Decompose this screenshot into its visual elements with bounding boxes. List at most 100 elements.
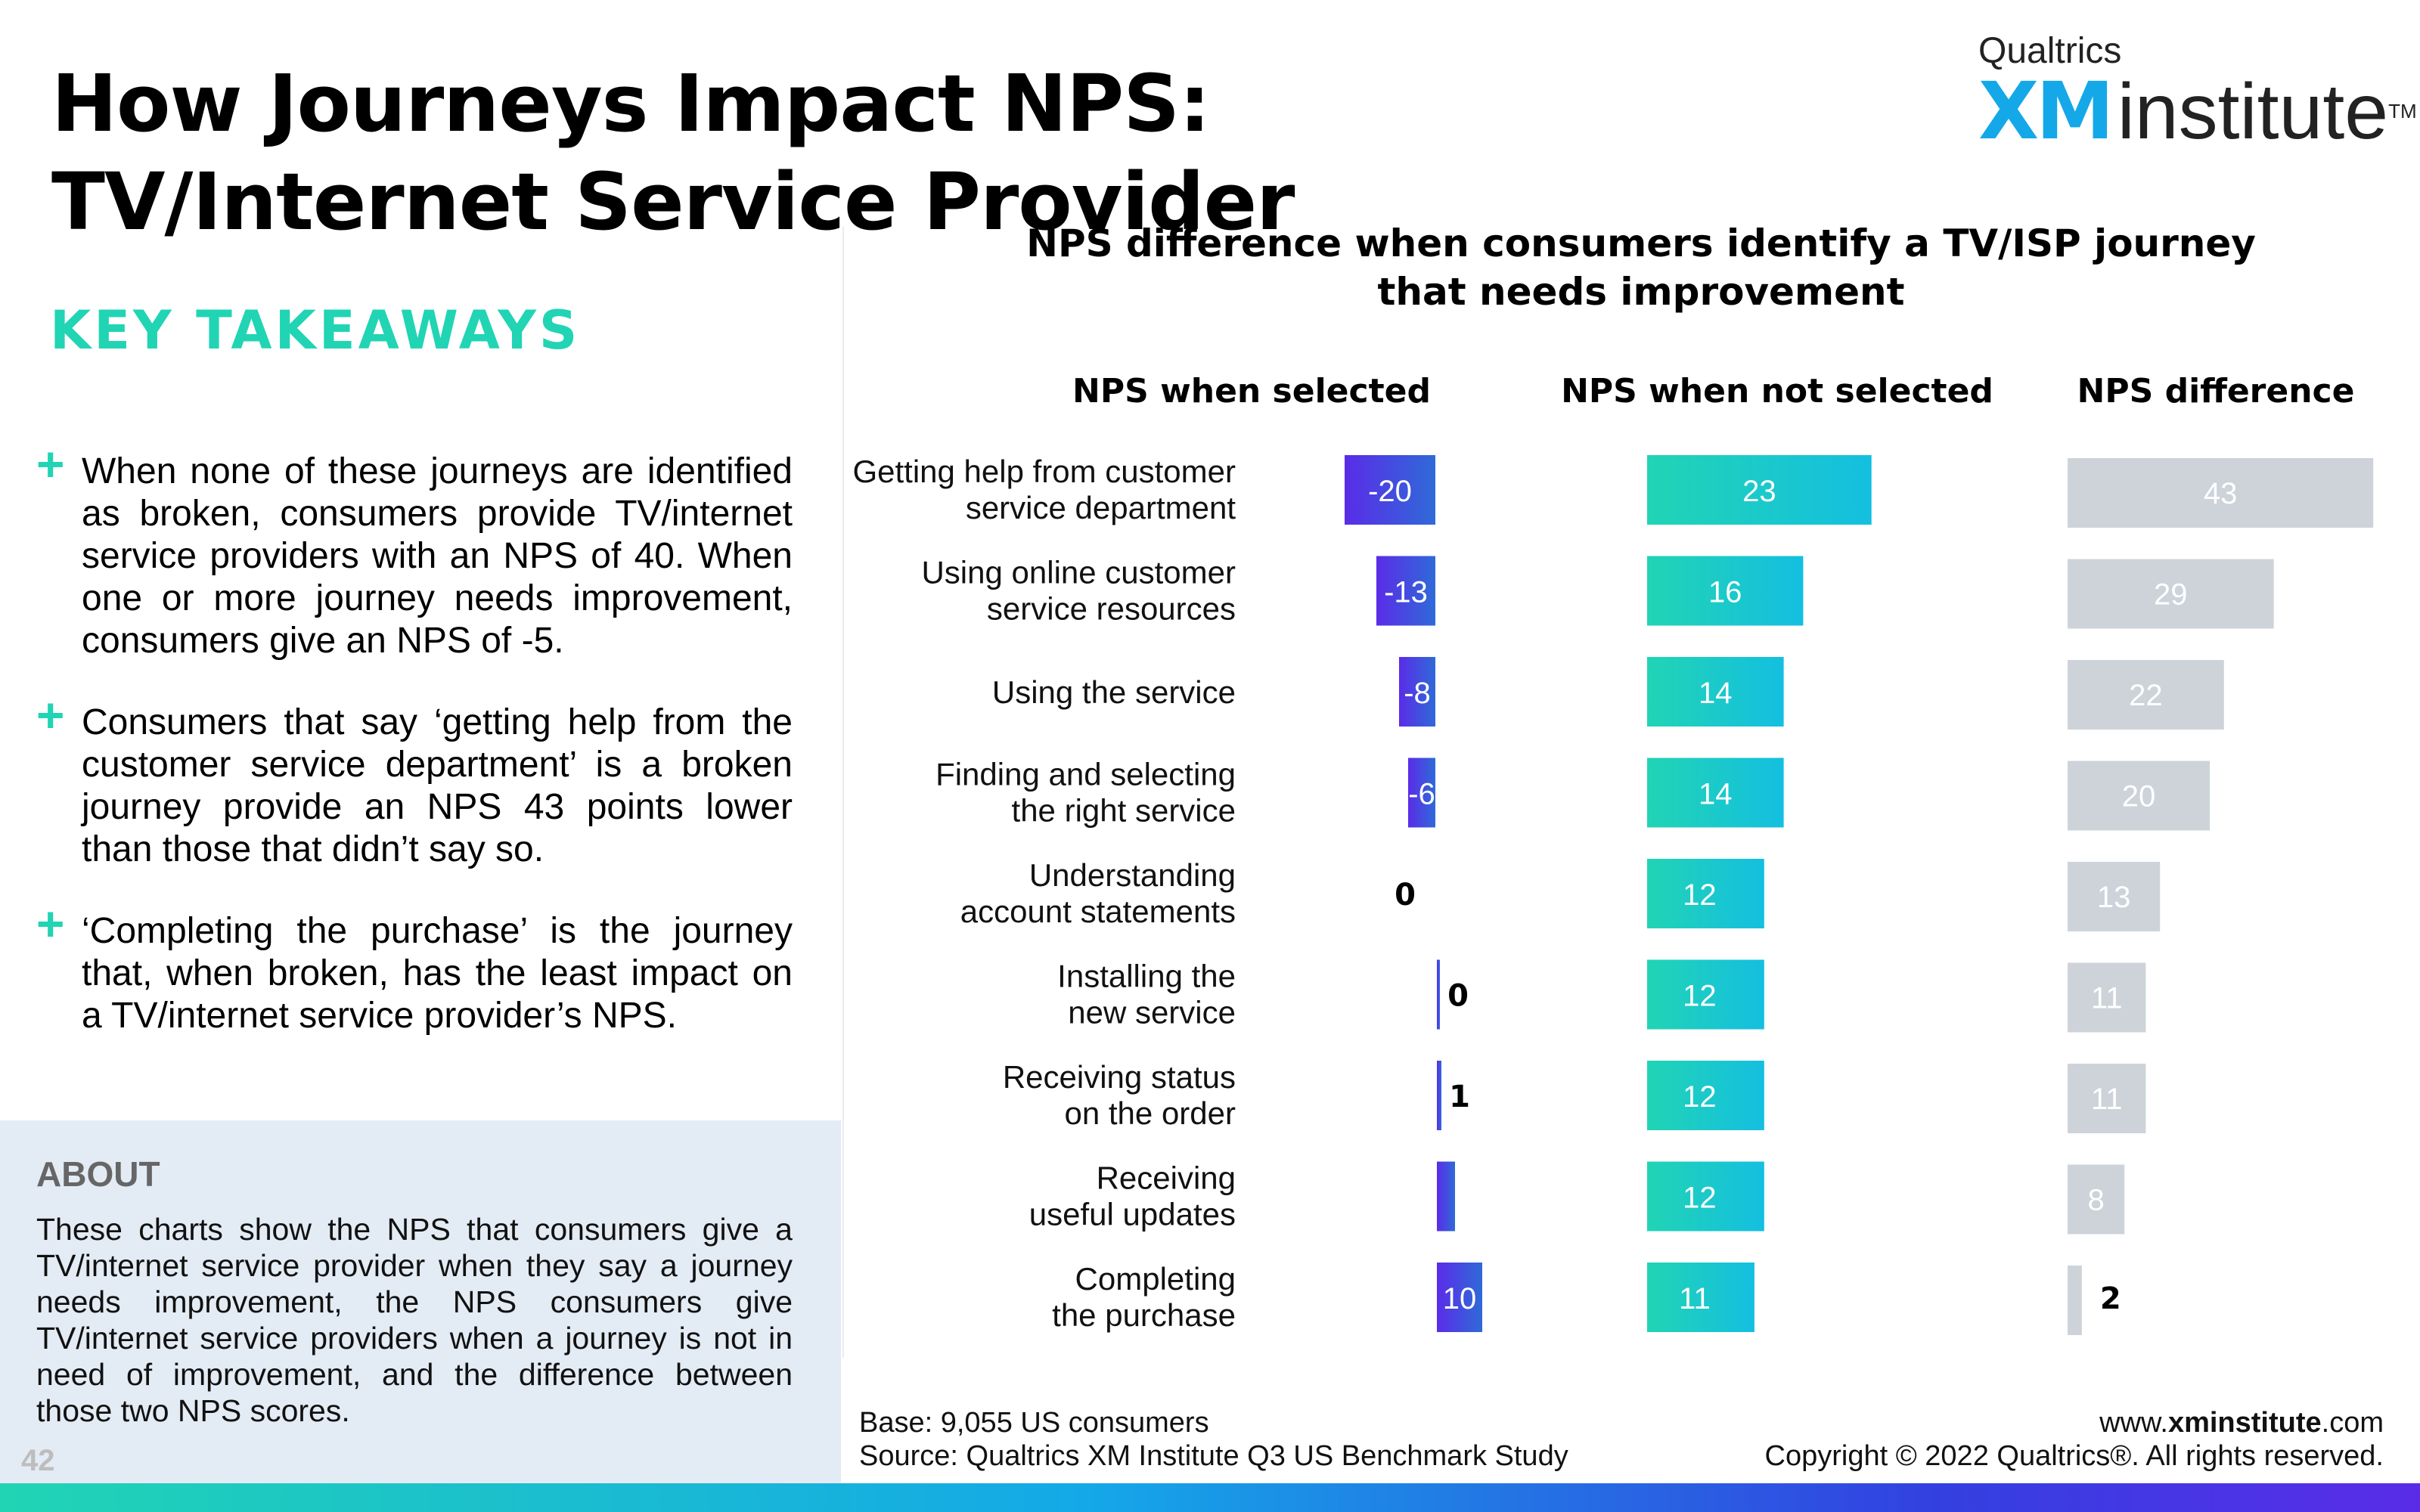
category-label: Completing the purchase xyxy=(1052,1261,1236,1333)
plus-icon: + xyxy=(36,437,65,491)
bar-nps-not-selected xyxy=(1647,1061,1764,1130)
footer-url-suffix: .com xyxy=(2321,1407,2384,1439)
bar-nps-not-selected xyxy=(1647,1263,1754,1332)
bar-nps-not-selected xyxy=(1647,455,1872,525)
takeaway-item: + When none of these journeys are identi… xyxy=(36,440,793,662)
about-text: These charts show the NPS that consumers… xyxy=(36,1212,793,1428)
bar-nps-not-selected xyxy=(1647,758,1784,828)
bar-nps-difference xyxy=(2068,660,2224,730)
bar-nps-difference xyxy=(2068,1064,2146,1133)
logo-qualtrics-text: Qualtrics xyxy=(1978,31,2122,71)
bar-nps-difference xyxy=(2068,962,2146,1033)
category-label: Installing the new service xyxy=(1057,959,1236,1030)
data-label: 13 xyxy=(2097,881,2131,914)
footer-url[interactable]: www.xminstitute.com xyxy=(1765,1406,2384,1439)
bar-nps-not-selected xyxy=(1647,1161,1764,1232)
xm-institute-logo: Qualtrics XMinstituteTM xyxy=(1978,30,2417,153)
data-label: 14 xyxy=(1699,677,1733,710)
data-label: -6 xyxy=(1408,778,1435,811)
category-label: Understanding account statements xyxy=(960,857,1236,929)
data-label: 12 xyxy=(1683,980,1717,1013)
category-label: Receiving useful updates xyxy=(1029,1160,1236,1232)
category-label: Using the service xyxy=(992,674,1236,710)
bar-nps-selected xyxy=(1437,1161,1455,1232)
plus-icon: + xyxy=(36,688,65,742)
data-label: -13 xyxy=(1384,576,1428,609)
data-label: 11 xyxy=(1679,1282,1711,1315)
bar-nps-difference xyxy=(2068,1164,2125,1235)
category-label: Receiving status on the order xyxy=(1003,1059,1236,1131)
data-label: 23 xyxy=(1742,475,1776,508)
logo-wordmark: XMinstituteTM xyxy=(1978,70,2417,153)
footer-right: www.xminstitute.com Copyright © 2022 Qua… xyxy=(1765,1406,2384,1473)
data-label: 22 xyxy=(2129,679,2163,712)
category-label: Using online customer service resources xyxy=(921,555,1236,627)
data-label: 12 xyxy=(1683,878,1717,912)
takeaway-item: + ‘Completing the purchase’ is the journ… xyxy=(36,900,793,1037)
about-panel: ABOUT These charts show the NPS that con… xyxy=(0,1120,841,1485)
data-label: 20 xyxy=(2122,780,2156,813)
data-label: 43 xyxy=(2204,477,2238,510)
footer-left: Base: 9,055 US consumers Source: Qualtri… xyxy=(859,1406,1568,1473)
data-label: 0 xyxy=(1395,878,1416,912)
category-label: Finding and selecting the right service xyxy=(935,757,1236,829)
bar-nps-not-selected xyxy=(1647,657,1784,727)
data-label: 14 xyxy=(1699,778,1733,811)
data-label: 0 xyxy=(1447,979,1469,1014)
data-label: 12 xyxy=(1683,1182,1717,1215)
page-number: 42 xyxy=(21,1444,55,1477)
key-takeaways-heading: KEY TAKEAWAYS xyxy=(50,299,581,361)
takeaway-item: + Consumers that say ‘getting help from … xyxy=(36,691,793,871)
takeaway-text: ‘Completing the purchase’ is the journey… xyxy=(82,911,793,1036)
footer-url-bold: xminstitute xyxy=(2167,1407,2322,1439)
logo-tm-text: TM xyxy=(2388,100,2417,122)
data-label: 11 xyxy=(2091,1083,2123,1116)
section-divider xyxy=(842,227,844,1358)
data-label: 4 xyxy=(1463,1181,1484,1216)
bar-nps-difference xyxy=(2068,761,2210,831)
footer-url-prefix: www. xyxy=(2099,1407,2168,1439)
category-label: Getting help from customer service depart… xyxy=(852,454,1236,525)
bar-nps-selected xyxy=(1437,1061,1441,1130)
bar-nps-difference xyxy=(2068,458,2374,528)
data-label: 12 xyxy=(1683,1080,1717,1114)
takeaway-text: Consumers that say ‘getting help from th… xyxy=(82,702,793,869)
bar-nps-selected xyxy=(1376,556,1435,626)
chart-title: NPS difference when consumers identify a… xyxy=(1026,222,2256,314)
bar-nps-difference xyxy=(2068,862,2161,931)
takeaway-text: When none of these journeys are identifi… xyxy=(82,451,793,661)
data-label: 29 xyxy=(2154,578,2188,612)
bar-nps-selected xyxy=(1437,1263,1482,1332)
data-label: 11 xyxy=(2091,982,2123,1015)
bar-nps-difference xyxy=(2068,1266,2082,1335)
bottom-gradient-bar xyxy=(0,1483,2420,1512)
bar-nps-not-selected xyxy=(1647,859,1764,928)
bar-nps-difference xyxy=(2068,559,2274,629)
series-header: NPS when not selected xyxy=(1561,372,1993,411)
takeaways-list: + When none of these journeys are identi… xyxy=(36,440,793,1077)
bar-nps-selected xyxy=(1408,758,1435,828)
data-label: -8 xyxy=(1404,677,1431,710)
page-title: How Journeys Impact NPS: TV/Internet Ser… xyxy=(51,57,1295,248)
bar-nps-not-selected xyxy=(1647,959,1764,1030)
footer-copyright: Copyright © 2022 Qualtrics®. All rights … xyxy=(1764,1440,2384,1472)
footer-base: Base: 9,055 US consumers xyxy=(859,1407,1209,1439)
data-label: 8 xyxy=(2087,1184,2104,1217)
series-header: NPS difference xyxy=(2077,372,2355,411)
data-label: 16 xyxy=(1708,576,1742,609)
data-label: -20 xyxy=(1368,475,1412,508)
about-heading: ABOUT xyxy=(36,1154,160,1194)
series-header: NPS when selected xyxy=(1072,372,1431,411)
bar-nps-selected xyxy=(1437,959,1440,1030)
data-label: 2 xyxy=(2100,1281,2121,1316)
data-label: 1 xyxy=(1449,1080,1470,1114)
footer-source: Source: Qualtrics XM Institute Q3 US Ben… xyxy=(859,1440,1568,1472)
bar-nps-selected xyxy=(1399,657,1435,727)
logo-institute-text: institute xyxy=(2117,68,2389,156)
logo-xm-text: XM xyxy=(1978,65,2114,157)
bar-nps-not-selected xyxy=(1647,556,1804,626)
plus-icon: + xyxy=(36,897,65,951)
data-label: 10 xyxy=(1443,1282,1477,1315)
bar-nps-selected xyxy=(1345,455,1435,525)
